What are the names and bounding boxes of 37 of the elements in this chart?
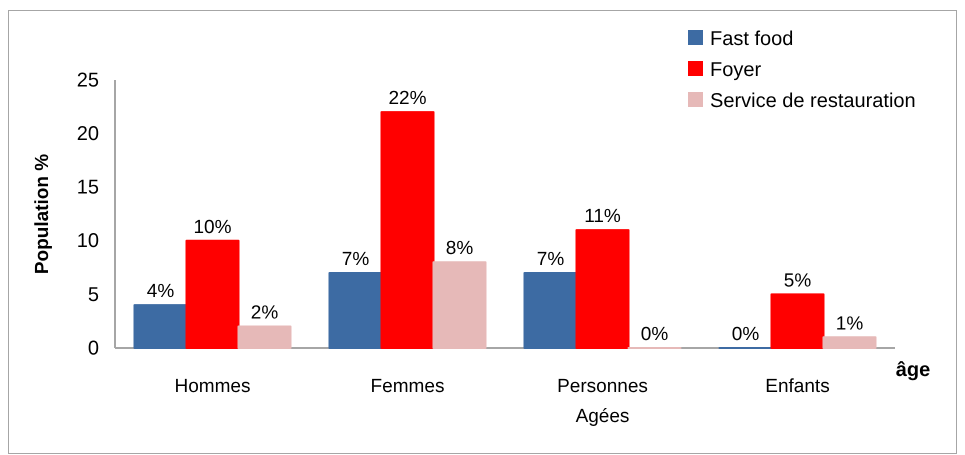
data-label: 11% [584, 206, 621, 228]
bar [770, 293, 824, 349]
y-tick-label: 15 [76, 176, 99, 199]
y-tick-label: 20 [76, 123, 99, 145]
x-tick-label: Hommes [174, 376, 251, 397]
data-label: 1% [836, 313, 864, 334]
bar [328, 272, 382, 349]
y-tick-label: 0 [88, 337, 99, 360]
y-tick-label: 10 [76, 230, 99, 252]
data-label: 8% [446, 238, 474, 260]
bar [822, 336, 876, 349]
data-label: 0% [732, 324, 760, 345]
legend-label: Foyer [710, 59, 762, 81]
y-axis-title: Population % [32, 154, 53, 274]
x-tick-label: Personnes Agées [557, 376, 648, 427]
data-label: 7% [342, 248, 370, 270]
x-axis-title: âge [896, 359, 930, 381]
y-tick-label: 5 [88, 284, 99, 306]
bar [380, 111, 434, 349]
bar [524, 272, 578, 349]
x-tick-label: Enfants [765, 376, 830, 397]
bar [238, 326, 292, 349]
bar [576, 229, 630, 349]
data-label: 0% [640, 324, 668, 345]
data-label: 2% [250, 302, 278, 324]
data-label: 5% [784, 270, 812, 292]
x-tick-label: Femmes [370, 376, 444, 397]
bar [186, 240, 240, 349]
legend-label: Service de restauration [710, 90, 916, 112]
bar [134, 304, 188, 349]
data-label: 7% [536, 248, 564, 270]
legend-label: Fast food [710, 28, 794, 50]
y-tick-label: 25 [76, 69, 99, 92]
data-label: 22% [388, 88, 427, 110]
data-label: 4% [146, 281, 174, 302]
data-label: 10% [193, 216, 232, 238]
bar [432, 261, 486, 349]
